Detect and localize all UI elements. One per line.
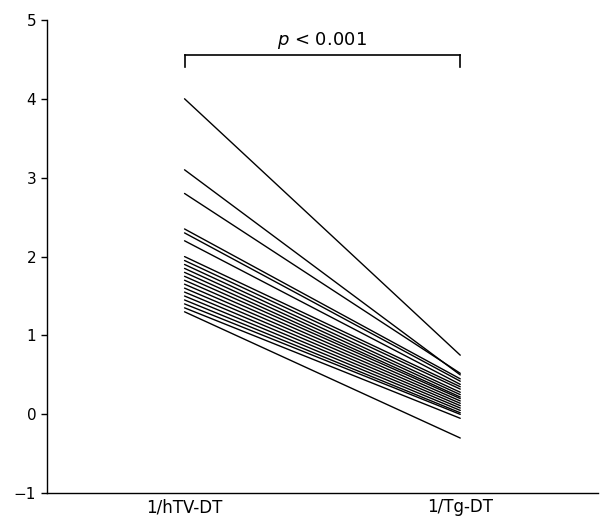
- Text: $\it{p}$ < 0.001: $\it{p}$ < 0.001: [277, 30, 367, 51]
